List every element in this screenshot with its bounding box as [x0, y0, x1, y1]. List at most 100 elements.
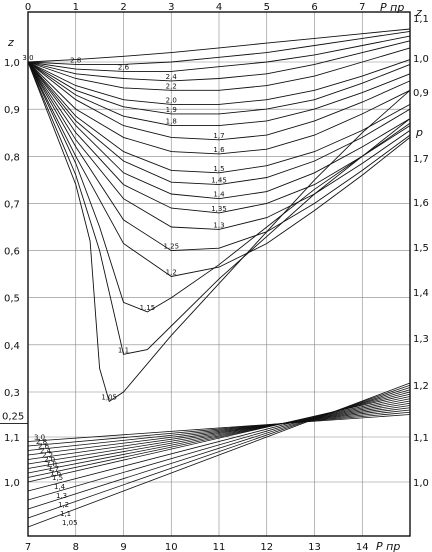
upper-series-label: 1,5 [213, 165, 224, 173]
lower-series-label: 2,2 [42, 452, 53, 460]
top-x-tick-label: 7 [359, 2, 365, 13]
left-lower-tick-label: 1,0 [4, 478, 20, 489]
lower-series-line [27, 402, 411, 465]
lower-series-label: 1,6 [50, 470, 62, 478]
upper-series-curve [27, 61, 411, 252]
upper-series-curve [27, 61, 411, 115]
lower-series-line [27, 405, 411, 460]
lower-series-label: 1,5 [52, 474, 63, 482]
lower-series-line [27, 414, 411, 442]
top-x-tick-label: 1 [73, 2, 79, 13]
left-z-tick-label: 0,9 [4, 105, 20, 116]
upper-series-curve [27, 47, 411, 91]
left-z-axis-label: z [7, 36, 14, 49]
lower-series-line [27, 396, 411, 478]
left-z-tick-label: 0,8 [4, 152, 20, 163]
right-p-tick-label: 1,4 [413, 288, 429, 299]
bottom-x-tick-label: 12 [260, 542, 273, 552]
lower-series-line [27, 407, 411, 456]
upper-series-label: 1,6 [213, 146, 225, 154]
upper-series-curve [27, 61, 411, 186]
left-z-tick-label: 1,0 [4, 58, 20, 69]
top-x-tick-label: 6 [311, 2, 317, 13]
bottom-x-tick-label: 11 [213, 542, 226, 552]
right-p-tick-label: 1,3 [413, 334, 429, 345]
lower-series-label: 1,2 [58, 501, 69, 509]
bottom-x-tick-label: 8 [73, 542, 79, 552]
lower-series-label: 2,0 [44, 456, 55, 464]
upper-series-label: 2,4 [166, 73, 178, 81]
bottom-x-tick-label: 9 [120, 542, 126, 552]
lower-series-label: 1,1 [60, 510, 71, 518]
top-x-tick-label: 0 [25, 2, 31, 13]
upper-series-curve [27, 61, 411, 313]
right-z-tick-label: 0,9 [413, 88, 429, 99]
upper-series-label: 1,4 [213, 191, 225, 199]
right-z-tick-label: 1,0 [413, 54, 429, 65]
left-z-tick-label: 0,25 [2, 412, 24, 423]
lower-series-label: 1,05 [62, 519, 78, 527]
upper-curve-family [27, 28, 411, 403]
lower-series-label: 2,6 [38, 443, 50, 451]
upper-series-curve [27, 61, 411, 174]
lower-series-line [27, 400, 411, 469]
bottom-x-tick-label: 7 [25, 542, 31, 552]
upper-series-label: 2,8 [70, 56, 81, 64]
right-p-tick-label: 1,6 [413, 198, 429, 209]
upper-series-curve [27, 61, 411, 200]
upper-series-label: 1,15 [140, 304, 156, 312]
upper-series-label: 1,9 [166, 106, 177, 114]
series-labels: 3,0 2,82,62,42,22,01,91,81,71,61,51,451,4… [22, 54, 226, 527]
bottom-x-tick-label: 14 [356, 542, 369, 552]
bottom-x-axis-label: P пр [376, 540, 400, 552]
right-z-axis-label: z [415, 6, 422, 19]
upper-series-label: 2,2 [166, 82, 177, 90]
lower-series-label: 1,4 [54, 483, 66, 491]
upper-series-curve [27, 30, 411, 65]
top-x-axis-label: P пр [380, 1, 404, 14]
upper-series-label: 1,05 [101, 393, 117, 401]
top-x-tick-label: 3 [168, 2, 174, 13]
right-p-axis-label: p [415, 126, 423, 139]
lower-series-label: 3,0 [34, 434, 45, 442]
right-p-tick-label: 1,0 [413, 478, 429, 489]
lower-line-family [27, 382, 411, 528]
upper-series-curve [27, 61, 411, 355]
lower-series-line [27, 409, 411, 451]
lower-series-label: 1,7 [48, 465, 59, 473]
right-z-tick-label: 1,1 [413, 14, 429, 25]
lower-series-line [27, 411, 411, 447]
left-z-tick-label: 0,3 [4, 388, 20, 399]
bottom-x-tick-label: 13 [308, 542, 321, 552]
left-z-tick-label: 0,5 [4, 294, 20, 305]
upper-series-label: 1,25 [163, 243, 179, 251]
top-x-tick-label: 5 [264, 2, 270, 13]
lower-series-line [27, 382, 411, 528]
lower-series-line [27, 398, 411, 474]
plot-frame [27, 11, 411, 537]
upper-series-curve [27, 61, 411, 403]
upper-series-label: 1,1 [118, 346, 129, 354]
upper-series-curve [27, 61, 411, 214]
lower-series-label: 2,8 [36, 438, 47, 446]
upper-series-label: 1,45 [211, 177, 227, 185]
upper-series-label: 1,7 [213, 132, 224, 140]
upper-series-curve [27, 59, 411, 105]
upper-series-curve [27, 61, 411, 141]
left-lower-tick-label: 1,1 [4, 433, 20, 444]
chart-frame [0, 11, 411, 537]
upper-series-curve [27, 28, 411, 63]
right-p-tick-label: 1,2 [413, 381, 429, 392]
upper-series-label: 2,0 [166, 96, 177, 104]
upper-series-label: 1,35 [211, 205, 227, 213]
top-x-tick-label: 4 [216, 2, 222, 13]
right-p-tick-label: 1,1 [413, 433, 429, 444]
top-x-tick-label: 2 [120, 2, 126, 13]
lower-series-label: 1,3 [56, 492, 67, 500]
upper-series-curve [27, 40, 411, 82]
lower-series-label: 2,4 [40, 447, 52, 455]
upper-series-label: 1,3 [213, 221, 224, 229]
upper-series-curve [27, 61, 411, 277]
upper-series-curve [27, 61, 411, 155]
